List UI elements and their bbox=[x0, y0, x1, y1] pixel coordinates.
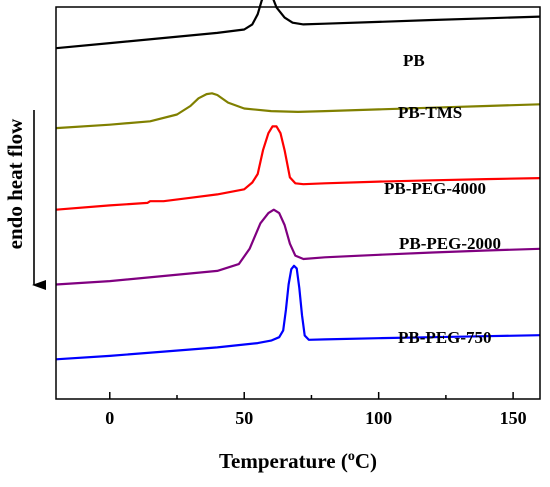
x-tick-label: 150 bbox=[500, 408, 527, 428]
y-axis-title-text: endo heat flow bbox=[3, 118, 27, 250]
x-axis-ticks: 0 50 100 150 bbox=[105, 392, 527, 428]
series-line-pb-peg-750 bbox=[55, 264, 541, 361]
plot-frame bbox=[55, 6, 541, 400]
x-tick-label: 100 bbox=[365, 408, 392, 428]
x-axis-title-text: Temperature (oC) bbox=[219, 449, 377, 473]
series-line-pb-peg-4000 bbox=[55, 125, 541, 211]
series-line-pb-peg-2000 bbox=[55, 208, 541, 286]
series-line-pb bbox=[55, 0, 541, 50]
series-layer bbox=[55, 0, 541, 361]
series-line-pb-tms bbox=[55, 92, 541, 130]
x-tick-label: 0 bbox=[105, 408, 114, 428]
series-labels: PB PB-TMS PB-PEG-4000 PB-PEG-2000 PB-PEG-750 bbox=[384, 51, 501, 347]
series-label-pb: PB bbox=[403, 51, 425, 70]
series-label-pb-peg-2000: PB-PEG-2000 bbox=[399, 234, 501, 253]
y-axis-title-group: endo heat flow bbox=[3, 110, 46, 290]
series-label-pb-peg-750: PB-PEG-750 bbox=[398, 328, 492, 347]
series-label-pb-peg-4000: PB-PEG-4000 bbox=[384, 179, 486, 198]
x-tick-label: 50 bbox=[235, 408, 253, 428]
x-axis-title: Temperature (oC) bbox=[219, 449, 377, 473]
series-label-pb-tms: PB-TMS bbox=[398, 103, 462, 122]
